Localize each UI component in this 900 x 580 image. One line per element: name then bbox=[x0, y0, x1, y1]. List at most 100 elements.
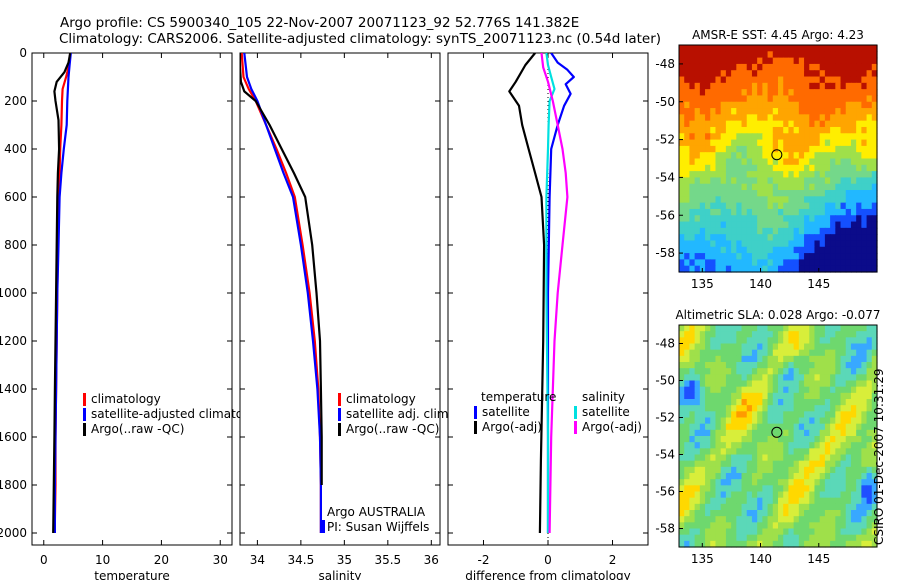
sla-cell bbox=[830, 380, 836, 388]
sst-cell bbox=[861, 101, 868, 109]
sst-cell bbox=[699, 139, 706, 147]
sst-cell bbox=[767, 202, 774, 210]
sla-cell bbox=[720, 436, 727, 443]
sla-cell bbox=[804, 454, 810, 462]
sst-cell bbox=[814, 108, 821, 115]
sla-cell bbox=[814, 479, 821, 486]
sst-cell bbox=[819, 152, 826, 160]
sst-cell bbox=[830, 101, 836, 109]
sla-cell bbox=[871, 473, 878, 480]
sst-cell bbox=[699, 57, 706, 65]
sst-cell bbox=[762, 246, 769, 254]
sst-cell bbox=[856, 259, 862, 267]
sst-cell bbox=[710, 227, 717, 235]
sst-cell bbox=[835, 221, 842, 229]
sst-cell bbox=[699, 51, 706, 59]
sla-cell bbox=[871, 429, 878, 437]
sst-cell bbox=[835, 202, 842, 210]
sla-cell bbox=[819, 349, 826, 357]
sst-cell bbox=[762, 133, 769, 141]
sla-cell bbox=[850, 442, 857, 449]
sst-cell bbox=[835, 259, 842, 267]
sla-cell bbox=[705, 337, 711, 345]
sst-cell bbox=[715, 114, 722, 122]
sst-cell bbox=[824, 246, 831, 254]
sst-cell bbox=[684, 190, 691, 197]
sst-cell bbox=[835, 89, 842, 97]
sla-cell bbox=[705, 516, 711, 523]
sst-cell bbox=[819, 57, 826, 65]
sst-cell bbox=[830, 139, 836, 147]
sla-cell bbox=[866, 368, 873, 375]
sst-cell bbox=[757, 51, 763, 59]
sst-cell bbox=[705, 265, 711, 273]
sla-cell bbox=[715, 386, 722, 394]
sst-cell bbox=[793, 51, 800, 59]
sst-cell bbox=[694, 171, 701, 179]
sst-cell bbox=[751, 246, 758, 254]
sla-cell bbox=[824, 343, 831, 351]
sst-cell bbox=[679, 227, 685, 235]
sst-cell bbox=[741, 133, 748, 141]
sla-cell bbox=[741, 349, 748, 357]
sst-cell bbox=[767, 227, 774, 235]
sla-cell bbox=[845, 497, 852, 505]
sla-cell bbox=[767, 528, 774, 536]
sst-cell bbox=[694, 190, 701, 197]
sla-cell bbox=[778, 442, 784, 449]
sla-cell bbox=[788, 417, 795, 425]
sst-cell bbox=[793, 177, 800, 185]
sla-cell bbox=[871, 325, 878, 332]
sla-cell bbox=[746, 497, 753, 505]
sst-cell bbox=[819, 101, 826, 109]
sst-cell bbox=[861, 120, 868, 128]
sst-cell bbox=[679, 70, 685, 78]
sst-cell bbox=[746, 152, 753, 160]
sla-cell bbox=[840, 466, 847, 474]
sla-cell bbox=[694, 466, 701, 474]
sst-cell bbox=[757, 234, 763, 242]
sst-cell bbox=[751, 196, 758, 204]
sst-cell bbox=[736, 63, 743, 71]
sla-cell bbox=[746, 473, 753, 480]
sla-cell bbox=[861, 442, 868, 449]
sla-cell bbox=[856, 392, 862, 400]
sst-cell bbox=[804, 221, 810, 229]
sst-cell bbox=[793, 164, 800, 172]
sla-cell bbox=[835, 337, 842, 345]
sst-title: AMSR-E SST: 4.45 Argo: 4.23 bbox=[692, 28, 864, 42]
sla-cell bbox=[679, 516, 685, 523]
sla-cell bbox=[861, 399, 868, 406]
sst-cell bbox=[819, 208, 826, 216]
sla-cell bbox=[861, 510, 868, 517]
sst-cell bbox=[699, 234, 706, 242]
sla-cell bbox=[689, 429, 696, 437]
sst-cell bbox=[705, 120, 711, 128]
sst-cell bbox=[793, 246, 800, 254]
sst-cell bbox=[783, 120, 790, 128]
sla-cell bbox=[689, 479, 696, 486]
sla-cell bbox=[762, 380, 769, 388]
sst-cell bbox=[720, 221, 727, 229]
sla-cell bbox=[679, 473, 685, 480]
temp-ytick-label: 0 bbox=[19, 46, 27, 60]
sst-cell bbox=[720, 133, 727, 141]
sst-cell bbox=[783, 183, 790, 191]
sst-cell bbox=[819, 177, 826, 185]
sst-cell bbox=[684, 152, 691, 160]
sla-cell bbox=[856, 473, 862, 480]
sla-cell bbox=[798, 448, 805, 456]
sst-cell bbox=[778, 215, 784, 223]
sst-cell bbox=[866, 259, 873, 267]
sla-cell bbox=[856, 479, 862, 486]
sst-cell bbox=[856, 202, 862, 210]
sst-cell bbox=[710, 190, 717, 197]
sla-cell bbox=[767, 485, 774, 493]
sst-cell bbox=[793, 108, 800, 115]
sla-cell bbox=[757, 355, 763, 363]
sst-cell bbox=[783, 95, 790, 103]
sla-cell bbox=[866, 337, 873, 345]
sla-cell bbox=[783, 491, 790, 499]
sst-cell bbox=[731, 101, 737, 109]
sla-cell bbox=[778, 337, 784, 345]
